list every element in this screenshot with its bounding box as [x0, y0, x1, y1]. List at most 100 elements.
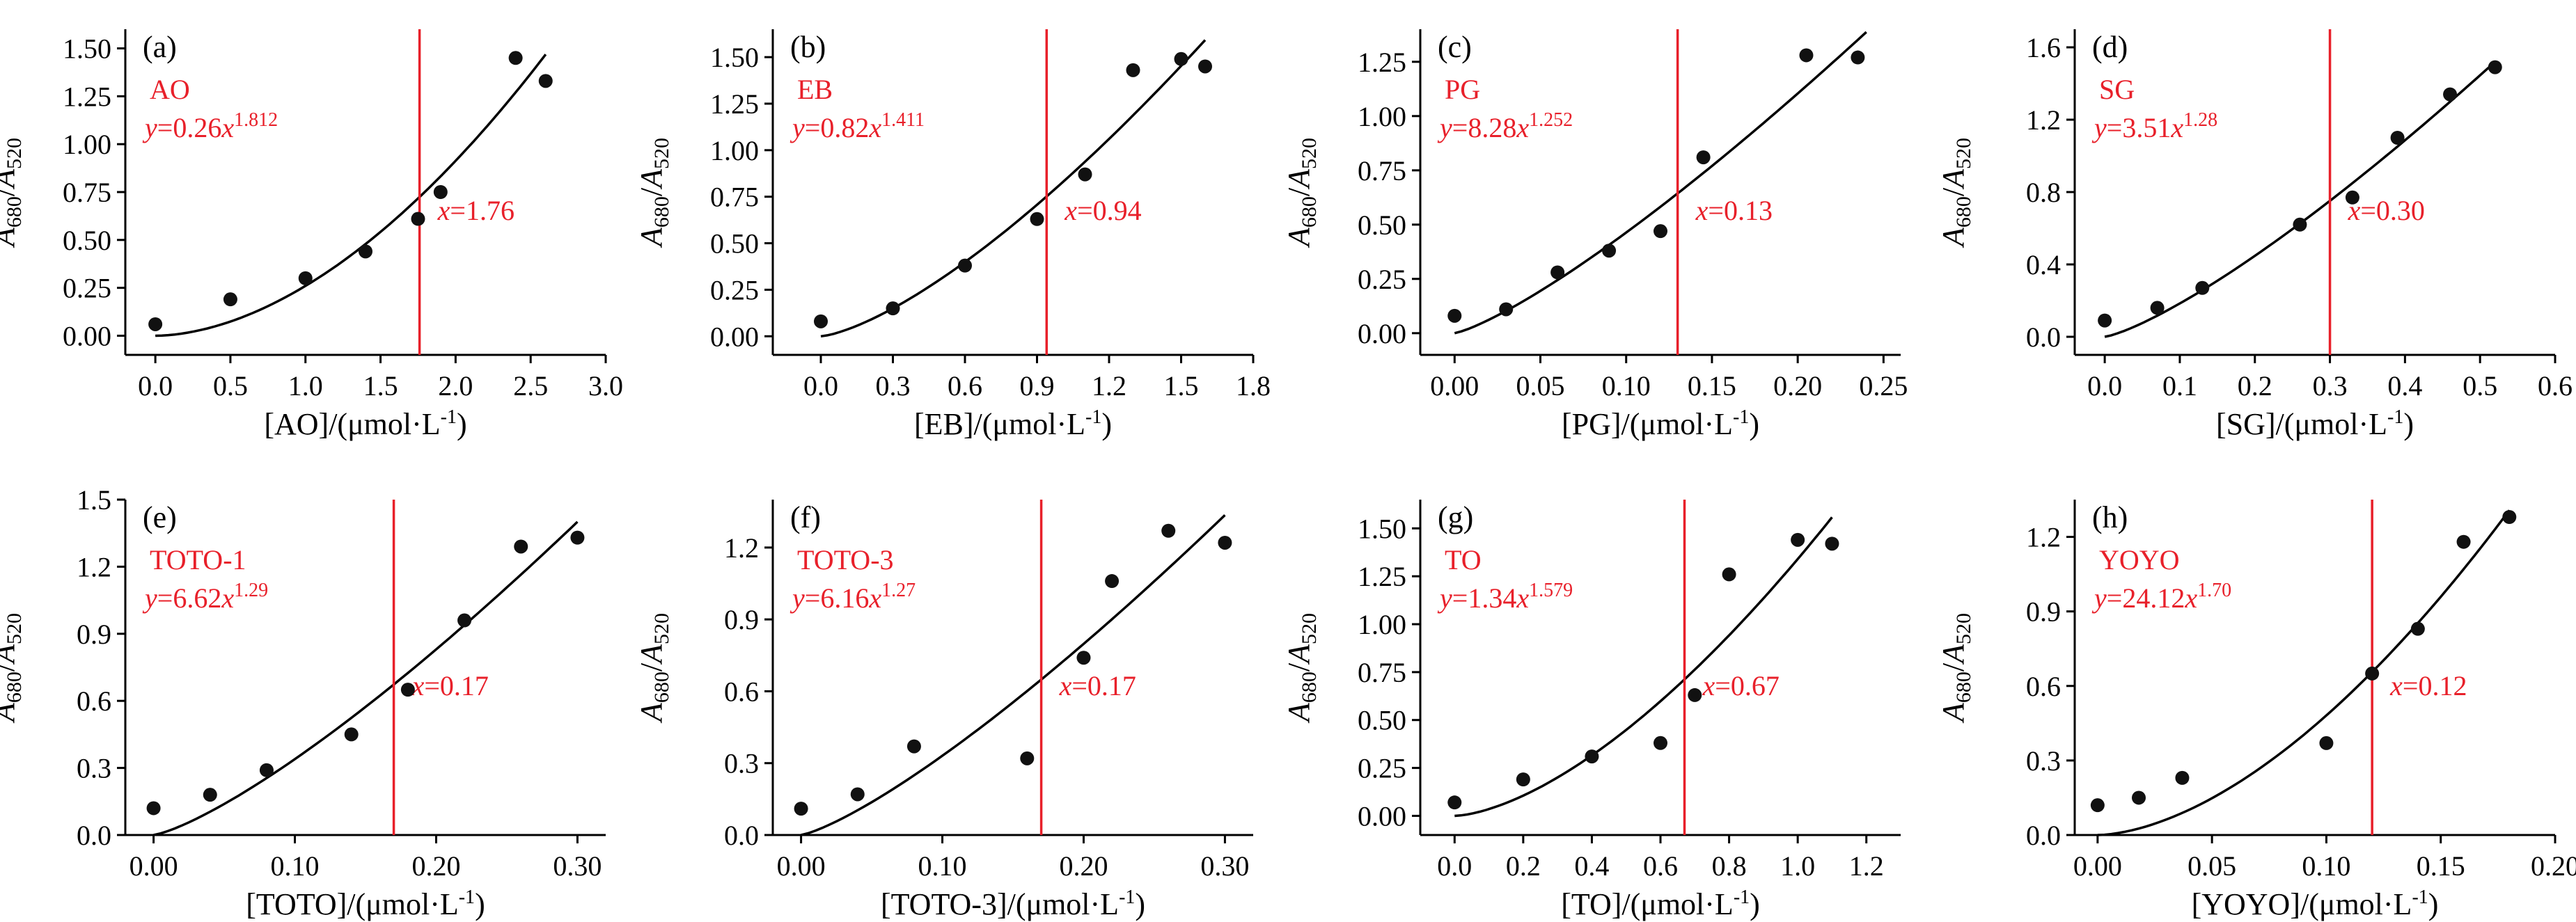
- data-point: [1550, 265, 1565, 280]
- x-tick-label: 0.0: [803, 370, 838, 402]
- panel-to: 0.0 0.2 0.4 0.6 0.8 1.0 1.2 0.00 0.25 0.50 0.75 1.0…: [1282, 500, 1901, 921]
- x-tick-label: 0.9: [1020, 370, 1055, 402]
- x-tick-label: 0.8: [1712, 850, 1747, 882]
- data-point: [1825, 536, 1839, 551]
- data-point: [2175, 770, 2190, 785]
- x-tick-label: 1.5: [1164, 370, 1199, 402]
- fit-curve: [1454, 31, 1867, 335]
- panel-label: (g): [1438, 500, 1473, 534]
- y-axis-title: A680/A520: [0, 138, 26, 248]
- y-tick-label: 0.6: [724, 676, 759, 707]
- x-tick-label: 0.5: [2463, 370, 2497, 402]
- data-point: [2293, 217, 2307, 232]
- data-point: [2390, 131, 2405, 145]
- fit-equation: y=6.62x1.29: [142, 580, 268, 614]
- y-axis-title: A680/A520: [1936, 613, 1975, 724]
- y-tick-label: 1.25: [710, 88, 759, 120]
- y-tick-label: 1.5: [77, 484, 111, 516]
- x-tick-label: 0.20: [411, 850, 460, 882]
- data-point: [2090, 798, 2105, 813]
- data-point: [2488, 60, 2502, 74]
- threshold-label: x=0.13: [1695, 195, 1773, 226]
- data-point: [1030, 212, 1044, 226]
- y-tick-label: 0.8: [2026, 177, 2061, 208]
- data-point: [1499, 302, 1514, 317]
- data-point: [148, 317, 163, 331]
- panel-label: (f): [790, 500, 821, 534]
- x-tick-label: 0.20: [1059, 850, 1108, 882]
- data-point: [2410, 621, 2425, 636]
- y-tick-label: 0.25: [1358, 264, 1406, 295]
- x-tick-label: 0.2: [1506, 850, 1541, 882]
- y-tick-label: 1.50: [710, 42, 759, 73]
- data-point: [400, 683, 415, 697]
- fit-equation: y=1.34x1.579: [1437, 580, 1573, 614]
- x-axis-title: [PG]/(μmol·L-1): [1562, 406, 1759, 441]
- x-tick-label: 0.6: [2538, 370, 2573, 402]
- y-tick-label: 1.2: [724, 532, 759, 564]
- threshold-label: x=0.12: [2389, 670, 2467, 701]
- y-tick-label: 0.50: [1358, 705, 1406, 736]
- y-tick-label: 0.3: [2026, 745, 2061, 777]
- y-tick-label: 0.9: [77, 619, 111, 650]
- y-tick-label: 1.25: [1358, 561, 1406, 592]
- data-point: [203, 788, 217, 802]
- x-tick-label: 0.00: [1430, 370, 1479, 402]
- x-tick-label: 1.0: [288, 370, 323, 402]
- data-point: [2319, 736, 2334, 750]
- series-name: PG: [1445, 74, 1480, 105]
- y-tick-label: 1.25: [1358, 47, 1406, 78]
- y-tick-label: 0.9: [2026, 596, 2061, 628]
- data-point: [886, 301, 900, 316]
- x-tick-label: 1.0: [1780, 850, 1815, 882]
- x-tick-label: 1.5: [363, 370, 398, 402]
- y-tick-label: 1.00: [1358, 609, 1406, 640]
- x-tick-label: 0.3: [2313, 370, 2348, 402]
- data-point: [1654, 224, 1667, 239]
- x-axis-title: [TOTO-3]/(μmol·L-1): [881, 887, 1145, 921]
- x-tick-label: 0.20: [2531, 850, 2576, 882]
- panel-label: (b): [790, 30, 826, 64]
- y-tick-label: 0.25: [1358, 753, 1406, 784]
- x-tick-label: 0.20: [1773, 370, 1822, 402]
- data-point: [1218, 535, 1232, 550]
- x-axis-title: [TO]/(μmol·L-1): [1561, 887, 1760, 921]
- series-name: EB: [797, 74, 833, 105]
- data-point: [1078, 167, 1092, 182]
- panel-ao: 0.0 0.5 1.0 1.5 2.0 2.5 3.0 0.00 0.25 0.50 0.75 1.0…: [0, 29, 623, 441]
- data-point: [570, 530, 585, 545]
- y-tick-label: 1.2: [2026, 104, 2061, 136]
- x-tick-label: 3.0: [588, 370, 623, 402]
- x-tick-label: 0.4: [2387, 370, 2422, 402]
- data-point: [457, 613, 472, 628]
- data-point: [1791, 532, 1805, 547]
- data-point: [298, 271, 313, 285]
- series-name: TOTO-3: [797, 544, 894, 575]
- fit-equation: y=6.16x1.27: [790, 580, 916, 614]
- x-tick-label: 0.15: [2417, 850, 2465, 882]
- panel-label: (e): [143, 500, 177, 534]
- data-point: [359, 244, 372, 259]
- x-axis-title: [TOTO]/(μmol·L-1): [246, 887, 485, 921]
- x-tick-label: 0.15: [1688, 370, 1736, 402]
- y-tick-label: 1.00: [63, 129, 111, 160]
- y-tick-label: 0.50: [63, 225, 111, 256]
- data-point: [814, 314, 828, 328]
- x-tick-label: 0.25: [1859, 370, 1908, 402]
- x-tick-label: 0.4: [1574, 850, 1609, 882]
- data-point: [2195, 280, 2210, 295]
- y-axis-title: A680/A520: [634, 138, 673, 248]
- panel-label: (h): [2092, 500, 2128, 534]
- fit-curve: [2104, 61, 2496, 338]
- panel-pg: 0.00 0.05 0.10 0.15 0.20 0.25 0.00 0.25 0.50 0.75…: [1282, 29, 1908, 441]
- data-point: [1161, 523, 1176, 538]
- data-point: [1722, 567, 1736, 582]
- x-tick-label: 2.0: [438, 370, 473, 402]
- panel-label: (a): [143, 30, 177, 64]
- y-tick-label: 1.2: [77, 551, 111, 582]
- data-point: [433, 185, 448, 199]
- y-tick-label: 0.0: [77, 820, 111, 851]
- data-point: [850, 787, 865, 802]
- x-tick-label: 1.8: [1236, 370, 1271, 402]
